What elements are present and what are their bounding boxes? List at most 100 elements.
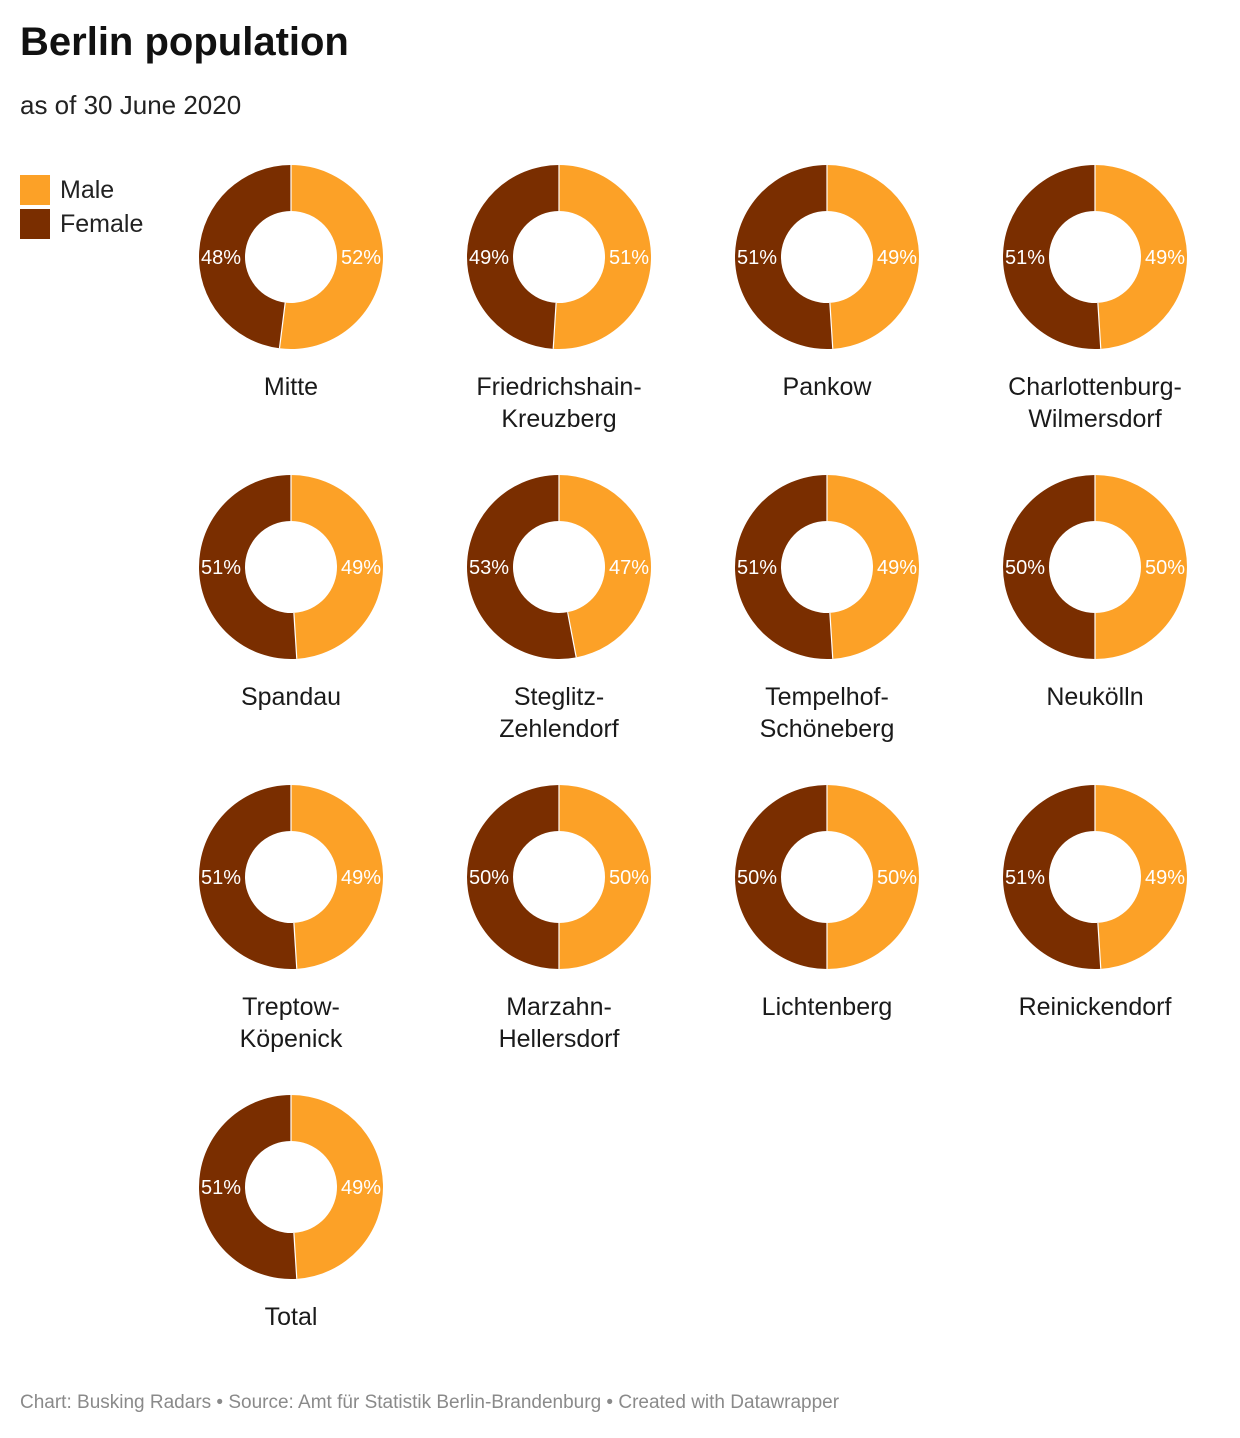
donut-steglitz-zehlendorf: 47% 53% Steglitz- Zehlendorf (467, 475, 652, 743)
donut-name-label: Total (265, 1303, 318, 1331)
slice-female (1002, 165, 1101, 349)
donut-tempelhof-sch-neberg: 49% 51% Tempelhof- Schöneberg (735, 475, 920, 743)
legend-swatch-male (20, 175, 50, 205)
slice-separator (829, 612, 834, 659)
pct-label-male: 52% (341, 247, 381, 269)
donut-pankow: 49% 51% Pankow (734, 165, 919, 401)
pct-label-female: 50% (1005, 557, 1045, 579)
legend-item-female: Female (20, 207, 143, 241)
donut-name-label: Köpenick (240, 1025, 343, 1053)
donut-friedrichshain-kreuzberg: 51% 49% Friedrichshain- Kreuzberg (467, 164, 652, 433)
donut-name-label: Spandau (241, 683, 341, 711)
pct-label-male: 50% (877, 867, 917, 889)
donut-name-label: Tempelhof- (765, 683, 889, 711)
donut-name-label: Marzahn- (506, 993, 612, 1021)
pct-label-male: 51% (609, 247, 649, 269)
legend: Male Female (20, 173, 143, 241)
legend-label-female: Female (60, 209, 144, 238)
donut-name-label: Charlottenburg- (1008, 373, 1182, 401)
donut-charlottenburg-wilmersdorf: 49% 51% Charlottenburg- Wilmersdorf (1002, 165, 1187, 433)
slice-female (199, 475, 297, 659)
pct-label-female: 48% (201, 247, 241, 269)
pct-label-male: 49% (877, 557, 917, 579)
slice-male (291, 474, 384, 659)
legend-item-male: Male (20, 173, 143, 207)
pct-label-male: 47% (609, 557, 649, 579)
donut-name-label: Kreuzberg (501, 405, 616, 433)
donut-name-label: Lichtenberg (762, 993, 893, 1021)
pct-label-male: 49% (1145, 867, 1185, 889)
donut-lichtenberg: 50% 50% Lichtenberg (735, 785, 919, 1021)
slice-male (827, 475, 920, 659)
pct-label-female: 51% (737, 557, 777, 579)
pct-label-female: 51% (201, 1177, 241, 1199)
donut-total: 49% 51% Total (199, 1095, 384, 1331)
chart-footer: Chart: Busking Radars • Source: Amt für … (20, 1392, 840, 1413)
donut-name-label: Friedrichshain- (476, 373, 641, 401)
slice-separator (1097, 922, 1102, 969)
donut-name-label: Reinickendorf (1019, 993, 1172, 1021)
slice-female (735, 475, 833, 659)
slice-female (734, 165, 833, 350)
donut-name-label: Mitte (264, 373, 318, 401)
chart-subtitle: as of 30 June 2020 (20, 90, 242, 120)
slice-male (827, 785, 919, 969)
slice-separator (293, 922, 298, 969)
slice-separator (278, 302, 286, 349)
pct-label-female: 51% (737, 247, 777, 269)
pct-label-male: 49% (1145, 247, 1185, 269)
slice-female (467, 475, 577, 659)
slice-separator (829, 302, 834, 349)
slice-male (1095, 785, 1188, 969)
slice-male (1095, 475, 1187, 659)
donut-name-label: Zehlendorf (499, 715, 619, 743)
pct-label-male: 49% (877, 247, 917, 269)
slice-male (291, 785, 384, 969)
pct-label-female: 51% (1005, 867, 1045, 889)
pct-label-female: 50% (737, 867, 777, 889)
legend-label-male: Male (60, 175, 115, 204)
slice-male (827, 165, 919, 349)
slice-female (467, 165, 559, 349)
donut-name-label: Wilmersdorf (1028, 405, 1161, 433)
pct-label-female: 49% (469, 247, 509, 269)
legend-swatch-female (20, 209, 50, 239)
pct-label-female: 51% (201, 557, 241, 579)
slice-female (1003, 785, 1101, 970)
donut-name-label: Neukölln (1046, 683, 1143, 711)
slice-male (553, 164, 652, 349)
slice-female (198, 165, 291, 349)
donut-marzahn-hellersdorf: 50% 50% Marzahn- Hellersdorf (467, 785, 651, 1053)
slice-female (199, 785, 297, 970)
pct-label-male: 49% (341, 1177, 381, 1199)
slice-male (559, 475, 652, 658)
slice-female (1003, 475, 1095, 659)
slice-separator (293, 1232, 298, 1279)
pct-label-male: 49% (341, 557, 381, 579)
pct-label-male: 50% (609, 867, 649, 889)
donut-name-label: Steglitz- (514, 683, 604, 711)
slice-separator (1097, 302, 1102, 349)
slice-female (735, 785, 827, 969)
donut-spandau: 49% 51% Spandau (199, 474, 384, 711)
pct-label-male: 49% (341, 867, 381, 889)
slice-separator (567, 612, 577, 658)
pct-label-male: 50% (1145, 557, 1185, 579)
pct-label-female: 51% (201, 867, 241, 889)
donut-name-label: Pankow (783, 373, 873, 401)
donut-name-label: Schöneberg (760, 715, 895, 743)
donut-mitte: 52% 48% Mitte (198, 165, 383, 401)
slice-male (291, 1095, 384, 1279)
chart-title: Berlin population (20, 20, 349, 64)
slice-separator (552, 302, 557, 349)
slice-male (279, 165, 383, 349)
pct-label-female: 51% (1005, 247, 1045, 269)
donut-treptow-k-penick: 49% 51% Treptow- Köpenick (199, 785, 384, 1053)
slice-male (559, 785, 651, 969)
donut-name-label: Hellersdorf (499, 1025, 620, 1053)
donut-neuk-lln: 50% 50% Neukölln (1003, 475, 1187, 711)
pct-label-female: 53% (469, 557, 509, 579)
slice-female (199, 1095, 297, 1279)
pct-label-female: 50% (469, 867, 509, 889)
